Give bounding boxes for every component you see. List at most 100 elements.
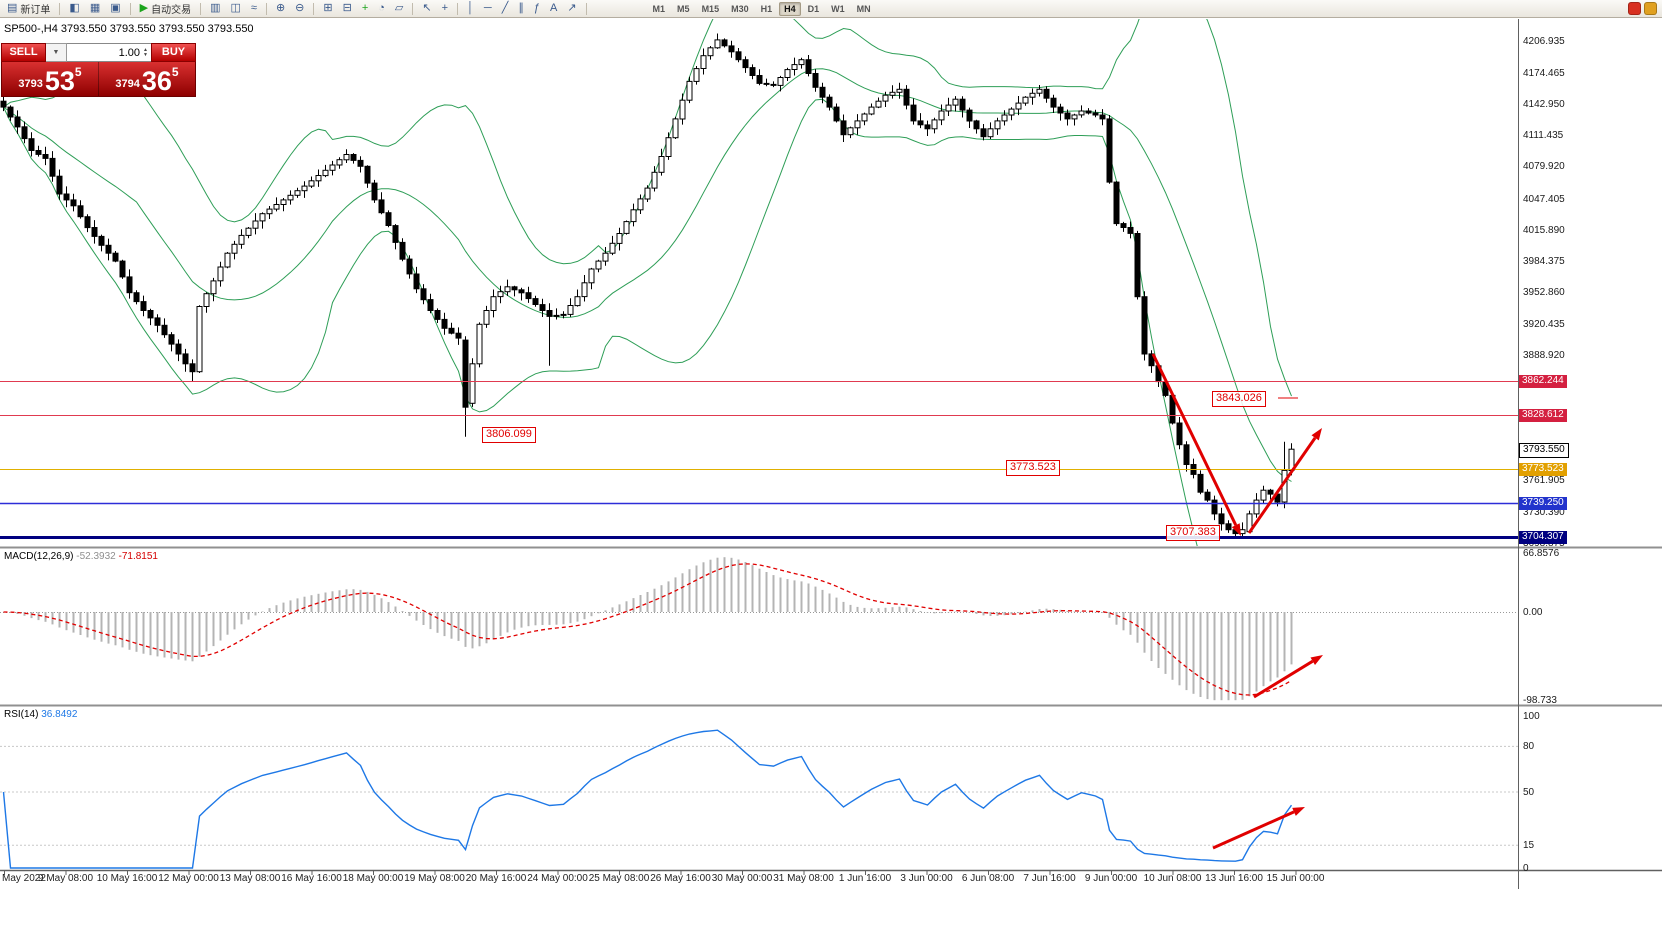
timeframe-h1-button[interactable]: H1	[760, 3, 773, 14]
text-button[interactable]: A	[546, 0, 561, 17]
timeframe-m15-button[interactable]: M15	[701, 3, 720, 14]
timeframe-m30-button[interactable]: M30	[731, 3, 749, 14]
timeframe-mn-button[interactable]: MN	[856, 3, 871, 14]
one-click-trading-widget[interactable]: SELL ▼ 1.00 ▲ ▼ BUY 3793 53 5 3794 36 5	[1, 43, 196, 97]
buy-price-big: 36	[141, 66, 172, 96]
chevron-down-icon: ▼	[52, 49, 60, 56]
toolbar-separator	[585, 2, 587, 15]
chart-ohlc-title: SP500-,H4 3793.550 3793.550 3793.550 379…	[4, 23, 254, 35]
volume-stepper[interactable]: ▲ ▼	[143, 47, 149, 58]
macd-main-value: -52.3932	[76, 551, 116, 562]
macd-histogram	[3, 557, 1293, 701]
price-annotation[interactable]: 3707.383	[1166, 525, 1220, 541]
toolbar-separator	[200, 2, 202, 15]
timeframe-m5-button[interactable]: M5	[677, 3, 690, 14]
tile-windows-icon: ⊞	[323, 2, 333, 14]
buy-button[interactable]: BUY	[151, 43, 196, 62]
news-icon[interactable]	[1644, 2, 1657, 15]
buy-price-main: 3794	[115, 78, 140, 90]
channel-button[interactable]: ∥	[514, 0, 528, 17]
cursor-button[interactable]: ↖	[418, 0, 435, 17]
vertical-line-button[interactable]: │	[463, 0, 478, 17]
navigator-icon: ▦	[89, 2, 101, 14]
new-order-button[interactable]: ▤ 新订单	[3, 0, 54, 17]
cursor-icon: ↖	[422, 2, 432, 14]
candles-layer	[0, 33, 1295, 538]
autotrading-button[interactable]: ▶ 自动交易	[136, 0, 195, 17]
price-axis[interactable]	[1518, 19, 1662, 870]
panel-splitter-macd[interactable]	[0, 543, 1662, 551]
bar-chart-icon: ▥	[210, 2, 221, 14]
terminal-button[interactable]: ▣	[106, 0, 124, 17]
trend-arrow[interactable]	[1212, 807, 1305, 850]
trend-arrow[interactable]	[1253, 655, 1323, 699]
macd-indicator-label: MACD(12,26,9) -52.3932 -71.8151	[4, 551, 158, 562]
templates-button[interactable]: ▱	[391, 0, 407, 17]
horizontal-line-button[interactable]: ─	[480, 0, 496, 17]
candlestick-icon: ◫	[230, 2, 241, 14]
periods-button[interactable]: ◔	[374, 0, 389, 17]
autotrading-button-label: 自动交易	[151, 5, 192, 16]
toolbar-separator	[313, 2, 315, 15]
trend-arrow[interactable]	[1247, 428, 1322, 534]
zoom-in-icon: ⊕	[275, 2, 286, 14]
indicator-plus-icon: +	[361, 2, 369, 14]
alert-icon[interactable]	[1628, 2, 1641, 15]
fibonacci-button[interactable]: ƒ	[530, 0, 544, 17]
crosshair-button[interactable]: +	[438, 0, 452, 17]
trend-arrow[interactable]	[1151, 353, 1241, 536]
price-annotation[interactable]: 3843.026	[1212, 391, 1266, 407]
navigator-button[interactable]: ▦	[86, 0, 104, 17]
stepper-down-icon: ▼	[143, 51, 148, 58]
sell-price[interactable]: 3793 53 5	[2, 62, 99, 96]
panel-splitter-rsi[interactable]	[0, 701, 1662, 709]
toolbar-status-icons	[1628, 2, 1659, 15]
volume-preset-dropdown[interactable]: ▼	[46, 43, 67, 62]
market-watch-icon: ◧	[69, 2, 80, 14]
new-order-icon: ▤	[7, 2, 18, 14]
timeframe-w1-button[interactable]: W1	[831, 3, 845, 14]
rsi-value: 36.8492	[41, 709, 78, 720]
new-order-button-label: 新订单	[20, 5, 51, 16]
market-watch-button[interactable]: ◧	[65, 0, 83, 17]
clock-icon: ◔	[378, 2, 385, 14]
price-annotation[interactable]: 3806.099	[482, 427, 536, 443]
zoom-out-button[interactable]: ⊖	[291, 0, 308, 17]
bar-chart-button[interactable]: ▥	[206, 0, 224, 17]
price-annotation[interactable]: 3773.523	[1006, 460, 1060, 476]
rsi-line	[2, 729, 1293, 869]
line-chart-button[interactable]: ≈	[247, 0, 261, 17]
template-icon: ▱	[394, 2, 404, 14]
buy-price[interactable]: 3794 36 5	[99, 62, 195, 96]
buy-price-sup: 5	[171, 65, 179, 79]
toolbar-separator	[457, 2, 459, 15]
rsi-name: RSI(14)	[4, 709, 39, 720]
cascade-windows-icon: ⊟	[342, 2, 352, 14]
cascade-windows-button[interactable]: ⊟	[339, 0, 356, 17]
tile-windows-button[interactable]: ⊞	[319, 0, 336, 17]
candlestick-chart-button[interactable]: ◫	[227, 0, 245, 17]
volume-value: 1.00	[118, 46, 141, 59]
toolbar-separator	[129, 2, 131, 15]
time-axis[interactable]	[0, 870, 1518, 890]
sell-price-big: 53	[44, 66, 75, 96]
toolbar-separator	[59, 2, 61, 15]
rsi-line-layer	[2, 729, 1293, 869]
bollinger-middle-line	[3, 68, 1292, 482]
bollinger-lower-line	[3, 98, 1198, 546]
trendline-button[interactable]: ╱	[498, 0, 513, 17]
volume-input[interactable]: 1.00 ▲ ▼	[67, 43, 151, 62]
macd-name: MACD(12,26,9)	[4, 551, 74, 562]
sell-button[interactable]: SELL	[1, 43, 46, 62]
sell-price-sup: 5	[74, 65, 82, 79]
terminal-icon: ▣	[110, 2, 121, 14]
bid-ask-panel: 3793 53 5 3794 36 5	[1, 62, 196, 97]
indicators-button[interactable]: +	[358, 0, 372, 17]
timeframe-d1-button[interactable]: D1	[807, 3, 820, 14]
zoom-in-button[interactable]: ⊕	[272, 0, 289, 17]
arrows-button[interactable]: ↗	[563, 0, 580, 17]
timeframe-m1-button[interactable]: M1	[652, 3, 666, 14]
vertical-line-icon: │	[467, 2, 474, 14]
timeframe-h4-button[interactable]: H4	[779, 1, 801, 16]
